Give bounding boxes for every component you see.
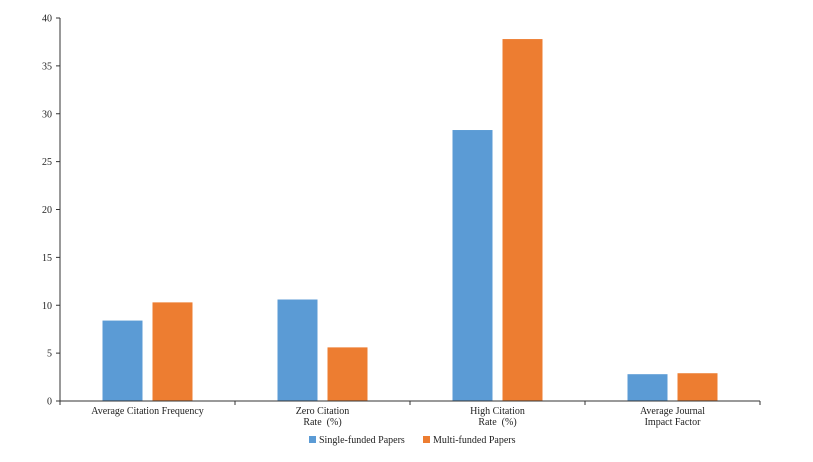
- x-category-label-line: Impact Factor: [645, 417, 701, 428]
- y-tick-label: 30: [42, 109, 52, 120]
- y-tick-label: 25: [42, 157, 52, 168]
- x-category-label-line: Average Citation Frequency: [91, 406, 204, 417]
- x-category-label-line: Rate (%): [303, 417, 341, 428]
- bar-single-funded: [102, 320, 143, 401]
- bar-multi-funded: [502, 39, 543, 401]
- bar-single-funded: [277, 299, 318, 401]
- y-tick-label: 0: [47, 397, 52, 408]
- legend-swatch-multi-funded: [423, 436, 430, 443]
- x-category-label-line: Average Journal: [640, 406, 705, 417]
- y-tick-label: 15: [42, 253, 52, 264]
- y-tick-label: 5: [47, 349, 52, 360]
- x-category-label-line: High Citation: [470, 406, 525, 417]
- bar-single-funded: [452, 130, 493, 401]
- y-tick-label: 35: [42, 61, 52, 72]
- y-tick-label: 20: [42, 205, 52, 216]
- legend-label-single-funded: Single-funded Papers: [319, 435, 405, 446]
- bar-multi-funded: [677, 373, 718, 401]
- bar-multi-funded: [327, 347, 368, 401]
- y-axis: 0 5 10 15 20 25 30 35 40: [42, 14, 61, 408]
- bar-single-funded: [627, 374, 668, 401]
- legend-swatch-single-funded: [309, 436, 316, 443]
- bar-multi-funded: [152, 302, 193, 401]
- x-category-label-line: Rate (%): [478, 417, 516, 428]
- x-category-label-line: Zero Citation: [296, 406, 350, 417]
- y-tick-label: 10: [42, 301, 52, 312]
- legend-label-multi-funded: Multi-funded Papers: [433, 435, 516, 446]
- bars: [102, 39, 718, 401]
- x-category-label: Average Citation Frequency: [91, 406, 204, 417]
- legend: Single-funded Papers Multi-funded Papers: [309, 435, 516, 446]
- y-tick-label: 40: [42, 14, 52, 25]
- x-category-label: High Citation Rate (%): [470, 406, 525, 428]
- x-category-label: Average Journal Impact Factor: [640, 406, 705, 428]
- x-category-label: Zero Citation Rate (%): [296, 406, 350, 428]
- x-axis: Average Citation Frequency Zero Citation R…: [59, 400, 761, 428]
